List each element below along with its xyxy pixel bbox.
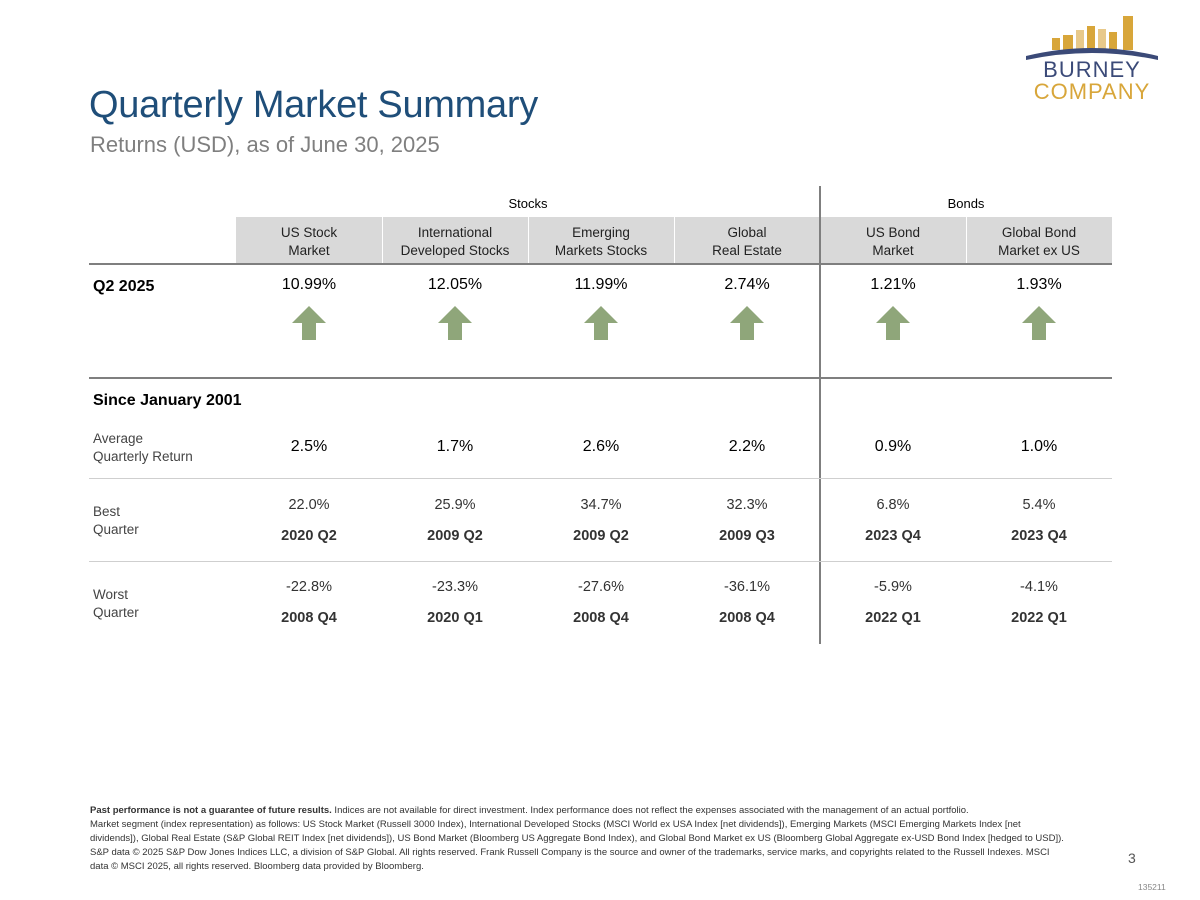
best-value: 34.7% (580, 497, 622, 513)
up-arrow-icon (584, 306, 618, 340)
worst-value: -5.9% (874, 579, 912, 595)
header-rule (89, 263, 1112, 265)
header-divider (382, 217, 383, 264)
worst-value: -22.8% (286, 579, 332, 595)
average-value: 1.7% (436, 438, 474, 455)
column-header-intl-developed: International Developed Stocks (400, 225, 510, 258)
worst-value: -23.3% (432, 579, 478, 595)
page-title: Quarterly Market Summary (89, 84, 538, 126)
row-label-average: Average Quarterly Return (93, 431, 193, 464)
best-period: 2009 Q2 (427, 528, 483, 544)
average-value: 2.5% (290, 438, 328, 455)
column-header-us-bond: US Bond Market (865, 225, 921, 258)
best-period: 2009 Q2 (573, 528, 629, 544)
column-header-global-real-estate: Global Real Estate (712, 225, 782, 258)
column-header-emerging: Emerging Markets Stocks (554, 225, 648, 258)
average-value: 2.6% (582, 438, 620, 455)
page-subtitle: Returns (USD), as of June 30, 2025 (90, 132, 440, 157)
section-rule (89, 377, 1112, 379)
company-logo: BURNEY COMPANY (1022, 14, 1162, 104)
worst-value: -36.1% (724, 579, 770, 595)
q2-value: 12.05% (427, 276, 483, 293)
best-period: 2023 Q4 (1011, 528, 1067, 544)
row-label-q2: Q2 2025 (93, 278, 155, 295)
up-arrow-icon (876, 306, 910, 340)
row-divider (89, 478, 1112, 479)
best-value: 32.3% (726, 497, 768, 513)
group-header-bonds: Bonds (947, 196, 985, 211)
up-arrow-icon (292, 306, 326, 340)
best-value: 5.4% (1022, 497, 1056, 513)
q2-value: 1.21% (870, 276, 916, 293)
best-value: 25.9% (434, 497, 476, 513)
row-label-best: Best Quarter (93, 504, 139, 537)
average-value: 2.2% (728, 438, 766, 455)
group-header-stocks: Stocks (508, 196, 548, 211)
column-header-global-bond: Global Bond Market ex US (998, 225, 1080, 258)
document-id: 135211 (1138, 882, 1166, 892)
header-divider (966, 217, 967, 264)
average-value: 0.9% (874, 438, 912, 455)
row-divider (89, 561, 1112, 562)
best-period: 2023 Q4 (865, 528, 921, 544)
best-period: 2020 Q2 (281, 528, 337, 544)
worst-period: 2020 Q1 (427, 610, 483, 626)
worst-value: -4.1% (1020, 579, 1058, 595)
best-period: 2009 Q3 (719, 528, 775, 544)
average-value: 1.0% (1020, 438, 1058, 455)
worst-period: 2022 Q1 (865, 610, 921, 626)
q2-value: 1.93% (1016, 276, 1062, 293)
index-sources-text: Market segment (index representation) as… (90, 819, 1064, 872)
section-label-since-2001: Since January 2001 (93, 392, 242, 409)
q2-value: 11.99% (574, 276, 628, 293)
header-divider (528, 217, 529, 264)
stocks-bonds-divider (819, 186, 821, 644)
up-arrow-icon (1022, 306, 1056, 340)
up-arrow-icon (730, 306, 764, 340)
best-value: 22.0% (288, 497, 330, 513)
up-arrow-icon (438, 306, 472, 340)
disclaimer-bold: Past performance is not a guarantee of f… (90, 805, 332, 816)
worst-period: 2008 Q4 (719, 610, 775, 626)
logo-bars-icon (1026, 16, 1158, 60)
q2-value: 2.74% (724, 276, 770, 293)
logo-text-line1: BURNEY (1043, 57, 1141, 82)
logo-text-line2: COMPANY (1033, 79, 1151, 104)
header-divider (674, 217, 675, 264)
worst-period: 2022 Q1 (1011, 610, 1067, 626)
row-label-worst: Worst Quarter (93, 587, 139, 620)
disclaimer-text: Indices are not available for direct inv… (331, 805, 969, 816)
worst-period: 2008 Q4 (281, 610, 337, 626)
column-header-us-stock: US Stock Market (280, 225, 338, 258)
page-number: 3 (1128, 850, 1136, 866)
worst-value: -27.6% (578, 579, 624, 595)
worst-period: 2008 Q4 (573, 610, 629, 626)
best-value: 6.8% (876, 497, 910, 513)
q2-value: 10.99% (281, 276, 337, 293)
disclaimer-footnote: Past performance is not a guarantee of f… (90, 804, 1065, 874)
